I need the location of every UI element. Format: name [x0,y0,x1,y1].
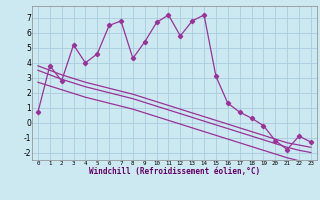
X-axis label: Windchill (Refroidissement éolien,°C): Windchill (Refroidissement éolien,°C) [89,167,260,176]
